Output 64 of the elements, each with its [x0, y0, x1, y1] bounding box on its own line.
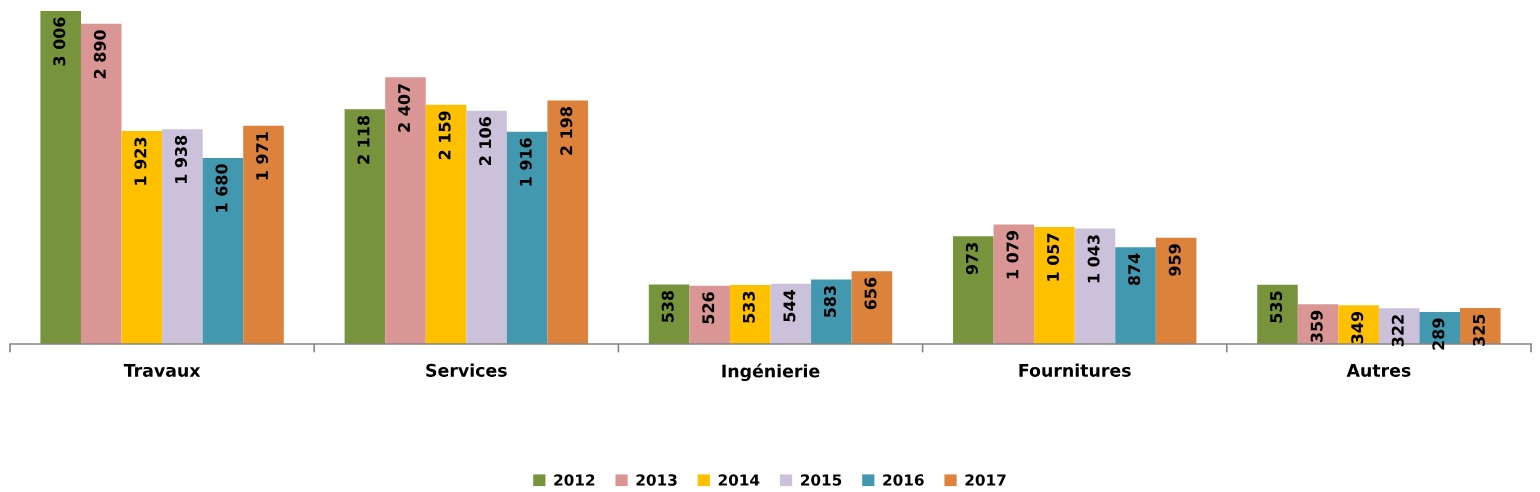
- bar: [466, 110, 507, 344]
- bar: [202, 157, 244, 344]
- data-label: 2 159: [438, 111, 451, 160]
- x-tick-label: Fournitures: [1019, 363, 1131, 377]
- bar: [385, 77, 426, 344]
- bar: [811, 279, 852, 344]
- bar: [993, 224, 1035, 344]
- data-label: 973: [965, 243, 978, 275]
- x-tick-label: Travaux: [123, 363, 201, 377]
- data-label: 1 971: [256, 132, 269, 180]
- bar: [547, 100, 588, 344]
- data-label: 1 057: [1046, 233, 1060, 281]
- bar: [425, 104, 467, 344]
- bar: [1074, 228, 1116, 344]
- x-tick-label: Autres: [1346, 363, 1411, 377]
- data-label: 2 407: [398, 84, 411, 132]
- bar: [1115, 247, 1156, 344]
- data-label: 1 923: [134, 137, 147, 185]
- data-label: 2 198: [560, 107, 573, 155]
- bar: [851, 271, 893, 344]
- legend-label: 2012: [554, 474, 595, 486]
- legend-label: 2015: [801, 474, 842, 486]
- data-label: 3 006: [53, 17, 66, 66]
- data-label: 289: [1432, 318, 1445, 350]
- data-label: 322: [1391, 315, 1404, 347]
- data-label: 538: [661, 290, 674, 323]
- x-tick-label: Services: [426, 363, 507, 377]
- data-label: 526: [702, 292, 715, 324]
- data-label: 1 079: [1006, 231, 1019, 279]
- data-label: 1 680: [215, 164, 228, 212]
- bar: [40, 10, 81, 344]
- data-label: 325: [1472, 314, 1485, 346]
- legend-label: 2016: [883, 474, 924, 486]
- data-label: 544: [783, 290, 796, 322]
- legend-label: 2017: [965, 474, 1006, 486]
- data-label: 583: [823, 286, 836, 318]
- data-label: 656: [864, 277, 877, 310]
- data-label: 959: [1168, 244, 1181, 276]
- bar: [506, 131, 548, 344]
- bar: [729, 284, 771, 344]
- bar: [689, 285, 730, 344]
- bar: [243, 125, 284, 344]
- bar: [121, 130, 163, 344]
- bar: [1257, 284, 1298, 344]
- bar: [1155, 237, 1197, 344]
- data-label: 349: [1351, 311, 1364, 344]
- data-label: 535: [1270, 291, 1283, 323]
- data-label: 2 118: [357, 115, 370, 164]
- legend-label: 2013: [636, 474, 677, 486]
- data-label: 533: [742, 291, 755, 323]
- data-label: 874: [1128, 253, 1141, 286]
- legend-label: 2014: [718, 474, 760, 486]
- x-tick-label: Ingénierie: [722, 363, 820, 382]
- data-label: 1 938: [174, 135, 188, 184]
- bar: [1034, 226, 1075, 344]
- data-label: 2 890: [93, 30, 106, 79]
- bar: [344, 109, 386, 344]
- data-label: 1 916: [519, 138, 532, 186]
- data-label: 1 043: [1087, 235, 1100, 283]
- data-label: 2 106: [479, 117, 492, 165]
- bar: [162, 129, 203, 344]
- bar: [80, 23, 122, 344]
- data-label: 359: [1310, 310, 1323, 343]
- bar: [953, 236, 994, 344]
